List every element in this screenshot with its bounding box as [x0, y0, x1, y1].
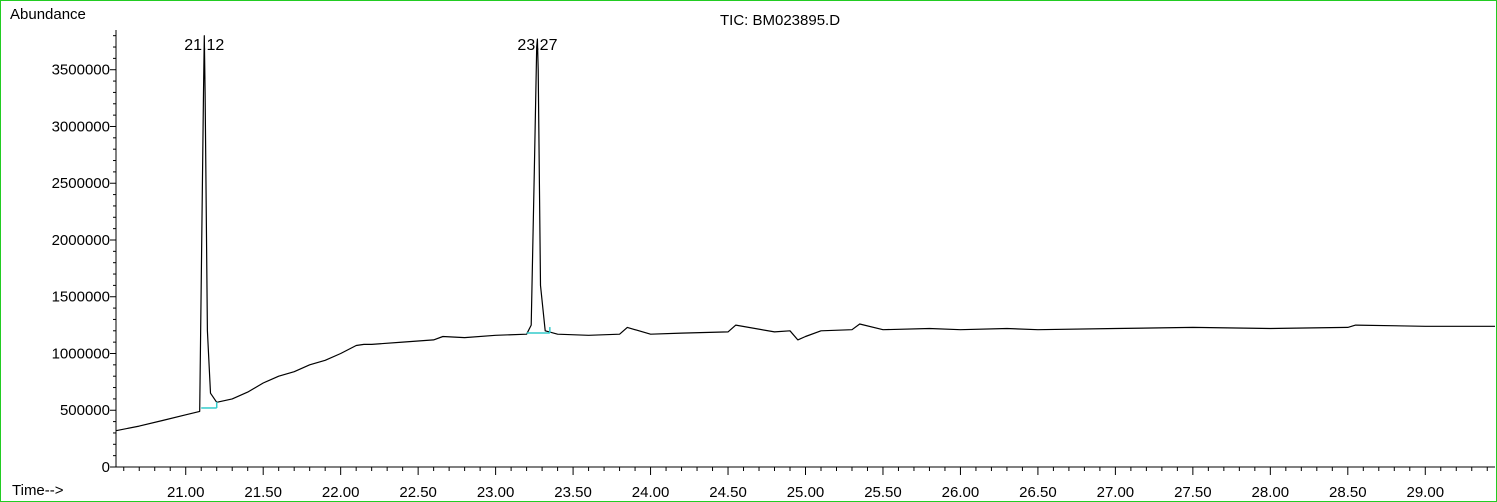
x-tick-label: 21.00 — [167, 484, 205, 501]
x-tick-label: 25.50 — [864, 484, 902, 501]
x-tick-label: 28.00 — [1252, 484, 1290, 501]
x-tick-label: 26.00 — [942, 484, 980, 501]
peak-label: 21.12 — [184, 37, 224, 54]
x-tick-label: 23.00 — [477, 484, 515, 501]
peak-label: 23.27 — [517, 37, 557, 54]
x-tick-label: 24.00 — [632, 484, 670, 501]
x-tick-label: 21.50 — [244, 484, 282, 501]
x-tick-label: 23.50 — [554, 484, 592, 501]
y-tick-label: 2500000 — [52, 175, 110, 192]
x-tick-label: 27.50 — [1174, 484, 1212, 501]
x-axis-label: Time--> — [12, 482, 64, 499]
y-tick-label: 0 — [102, 459, 110, 476]
x-tick-label: 25.00 — [787, 484, 825, 501]
x-tick-label: 28.50 — [1329, 484, 1367, 501]
y-tick-label: 500000 — [60, 402, 110, 419]
x-tick-label: 24.50 — [709, 484, 747, 501]
x-tick-label: 26.50 — [1019, 484, 1057, 501]
chart-title: TIC: BM023895.D — [720, 12, 841, 29]
y-tick-label: 1000000 — [52, 345, 110, 362]
x-tick-label: 22.50 — [399, 484, 437, 501]
y-tick-label: 3000000 — [52, 118, 110, 135]
y-tick-label: 3500000 — [52, 62, 110, 79]
x-tick-label: 27.00 — [1097, 484, 1135, 501]
y-tick-label: 1500000 — [52, 289, 110, 306]
y-tick-label: 2000000 — [52, 232, 110, 249]
y-axis-label: Abundance — [10, 6, 86, 23]
x-tick-label: 29.00 — [1407, 484, 1445, 501]
x-tick-label: 22.00 — [322, 484, 360, 501]
tic-trace — [115, 35, 1495, 432]
